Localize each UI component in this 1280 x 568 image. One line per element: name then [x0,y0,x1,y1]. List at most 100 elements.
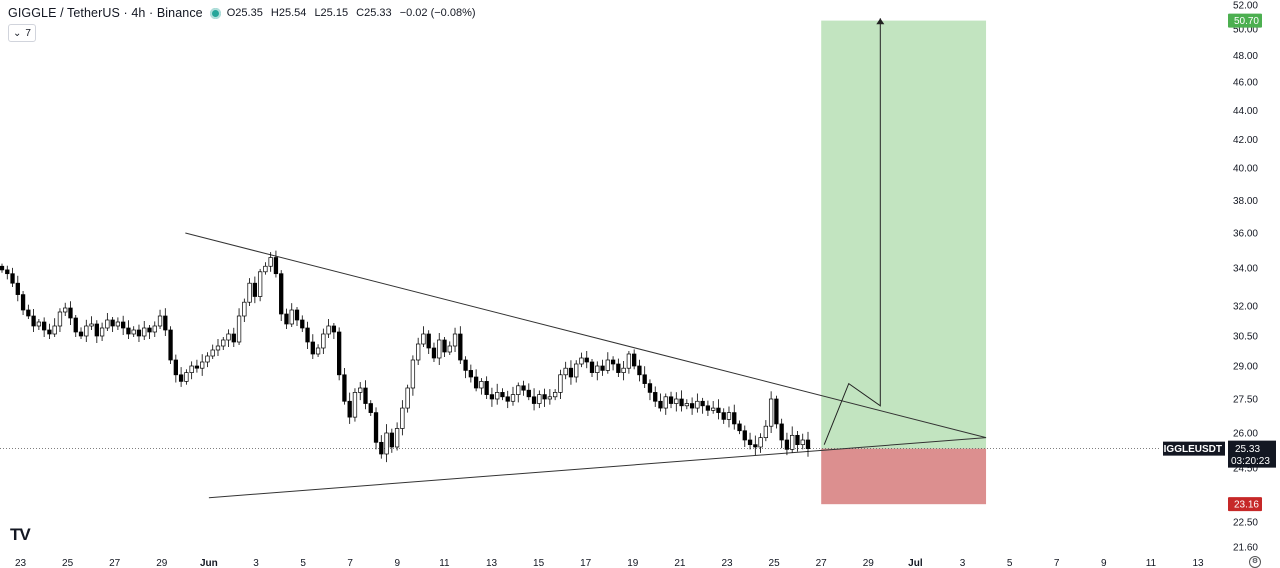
candle-down [742,430,747,441]
candle-up [495,392,500,400]
symbol-title[interactable]: GIGGLE / TetherUS · 4h · Binance [8,6,203,20]
settings-icon[interactable]: ⚙ [1249,556,1261,568]
candle-up [157,315,163,327]
x-tick-label: 9 [1101,558,1107,568]
x-tick-label: 3 [960,558,966,568]
candle-up [210,349,215,357]
candle-down [337,331,342,376]
candle-down [284,313,289,325]
indicators-toggle-button[interactable]: ⌄ 7 [8,24,36,42]
candle-down [5,269,10,275]
target-badge-bg [1228,13,1262,28]
upper-trendline[interactable] [185,232,987,439]
candle-up [152,325,157,333]
y-tick-label: 40.00 [1233,164,1258,175]
candle-down [658,400,663,409]
candle-down [468,370,473,378]
x-tick-label: Jun [200,558,218,568]
x-tick-label: 29 [863,558,875,568]
y-tick-label: 42.00 [1233,135,1258,146]
candle-up [758,437,763,448]
candle-down [426,333,431,349]
candle-up [479,381,484,389]
candle-down [168,329,173,361]
candle-down [637,365,642,376]
y-tick-label: 32.00 [1233,302,1258,313]
candle-down [300,319,305,329]
candle-down [126,327,131,335]
candle-down [252,282,258,297]
time-axis[interactable]: 23 25 27 29 Jun 3 5 7 9 11 13 15 17 19 21 23 25 27 29 Jul 3 5… [15,558,1204,568]
x-tick-label: 23 [15,558,27,568]
candle-up [768,398,774,427]
candles-group [0,250,811,463]
chevron-down-icon: ⌄ [13,27,22,39]
candle-down [463,359,468,371]
candle-up [552,392,558,398]
candle-down [47,329,52,335]
low-value: L25.15 [314,7,349,19]
candle-up [57,311,63,327]
candle-down [94,323,99,337]
candle-up [695,400,700,409]
candle-up [84,325,89,337]
candle-down [347,400,352,418]
candle-down [178,374,184,382]
candle-down [679,398,684,407]
candle-up [384,432,389,455]
candle-down [147,327,152,333]
y-tick-label: 22.50 [1233,518,1258,529]
projection-arrow[interactable] [823,18,881,445]
last-price-label: 25.33 [1235,444,1260,455]
candle-down [705,405,711,411]
candle-up [321,333,326,349]
candle-down [542,394,547,400]
candle-up [200,361,205,369]
candle-up [242,301,247,317]
candle-down [632,353,637,367]
stop-zone[interactable] [821,448,987,505]
candle-down [753,444,758,448]
candle-down [653,392,658,402]
candle-up [358,387,363,393]
candle-up [142,327,147,337]
candle-down [73,317,78,333]
candle-down [305,327,310,343]
y-tick-label: 46.00 [1233,78,1258,89]
candle-down [173,359,178,376]
candle-up [221,339,226,347]
candle-up [547,396,553,400]
candle-up [226,333,231,341]
candle-up [405,387,410,409]
candle-down [41,321,47,331]
last-price-badge: 25.33 03:20:23 [1228,440,1276,468]
price-axis[interactable]: 52.00 50.00 48.00 46.00 44.00 42.00 40.00 38.00… [1233,1,1258,554]
x-tick-label: 15 [533,558,545,568]
candle-up [352,392,358,418]
target-zone[interactable] [821,20,987,449]
tradingview-logo[interactable]: TV [10,525,31,545]
open-value: O25.35 [226,7,263,19]
candle-up [763,425,769,439]
candle-down [473,376,479,389]
x-tick-label: 11 [1146,558,1157,568]
candle-up [574,363,579,378]
candle-up [510,394,516,402]
candle-down [774,398,779,425]
candle-down [616,363,621,373]
close-value: C25.33 [356,7,392,19]
candle-down [747,439,753,446]
candle-down [584,357,589,363]
candle-up [726,412,732,420]
candle-down [589,361,595,373]
candle-down [231,333,236,343]
x-tick-label: 27 [109,558,121,568]
candle-up [63,307,68,313]
symbol-badge-bg [1163,441,1225,456]
x-tick-label: 27 [816,558,828,568]
candle-down [489,394,495,400]
candle-down [484,381,489,395]
candle-up [437,339,442,359]
lower-trendline[interactable] [208,437,987,499]
